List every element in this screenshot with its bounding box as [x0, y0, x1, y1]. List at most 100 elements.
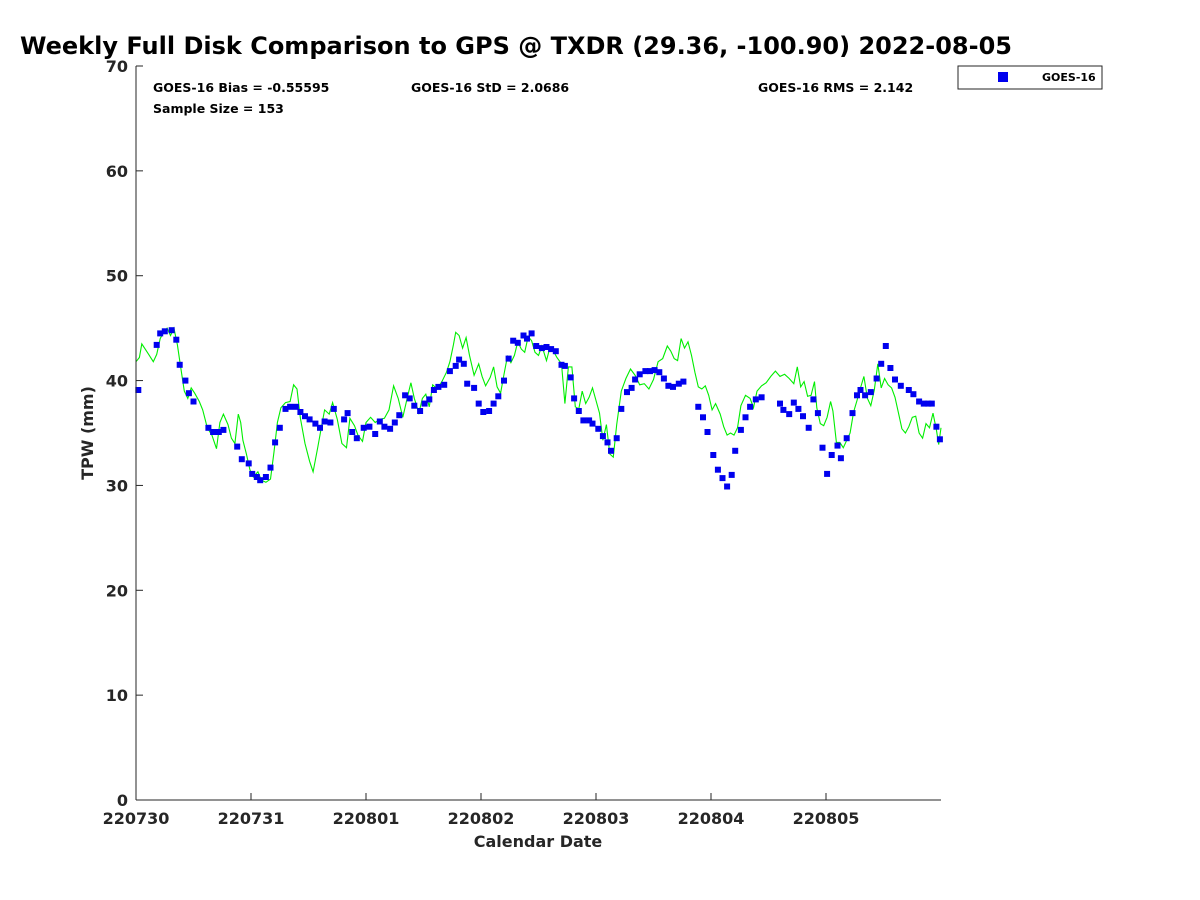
chart-title: Weekly Full Disk Comparison to GPS @ TXD…	[20, 32, 1012, 60]
data-point-goes-16	[916, 398, 923, 405]
plot-background	[136, 66, 941, 800]
data-point-goes-16	[514, 339, 521, 346]
data-point-goes-16	[435, 383, 442, 390]
x-ticks: 220730 220731 220801 220802 220803 220804 2208…	[103, 793, 860, 828]
data-point-goes-16	[406, 395, 413, 402]
data-point-goes-16	[599, 433, 606, 440]
data-point-goes-16	[312, 420, 319, 427]
data-point-goes-16	[849, 410, 856, 417]
data-point-goes-16	[533, 343, 540, 349]
data-point-goes-16	[480, 409, 487, 415]
y-tick-label: 30	[106, 476, 128, 495]
data-point-goes-16	[321, 418, 328, 425]
data-point-goes-16	[486, 408, 493, 414]
data-point-goes-16	[490, 400, 497, 407]
data-point-goes-16	[501, 377, 507, 384]
data-point-goes-16	[714, 466, 721, 473]
x-tick-label: 220805	[793, 809, 860, 828]
data-point-goes-16	[452, 362, 459, 369]
data-point-goes-16	[608, 447, 614, 454]
data-point-goes-16	[421, 400, 428, 407]
data-point-goes-16	[456, 356, 463, 363]
data-point-goes-16	[728, 471, 735, 478]
data-point-goes-16	[660, 375, 667, 382]
data-point-goes-16	[656, 369, 663, 376]
data-point-goes-16	[391, 419, 398, 426]
data-point-goes-16	[327, 419, 334, 426]
data-point-goes-16	[567, 374, 574, 381]
data-point-goes-16	[464, 380, 471, 387]
data-point-goes-16	[604, 439, 611, 446]
data-point-goes-16	[205, 424, 212, 431]
sample-size-stat: Sample Size = 153	[153, 101, 284, 116]
data-point-goes-16	[417, 408, 424, 414]
data-point-goes-16	[372, 431, 379, 437]
data-point-goes-16	[814, 410, 821, 417]
data-point-goes-16	[624, 389, 630, 396]
data-point-goes-16	[272, 439, 279, 446]
data-point-goes-16	[805, 424, 812, 431]
data-point-goes-16	[234, 443, 241, 450]
x-tick-label: 220730	[103, 809, 170, 828]
data-point-goes-16	[153, 341, 160, 348]
data-point-goes-16	[173, 336, 180, 343]
x-axis-label: Calendar Date	[474, 832, 603, 851]
data-point-goes-16	[580, 417, 587, 424]
y-tick-label: 20	[106, 581, 128, 600]
data-point-goes-16	[387, 425, 394, 432]
data-point-goes-16	[665, 382, 672, 389]
data-point-goes-16	[810, 396, 817, 403]
data-point-goes-16	[780, 406, 787, 413]
data-point-goes-16	[857, 387, 864, 393]
data-point-goes-16	[571, 395, 578, 402]
data-point-goes-16	[905, 387, 912, 393]
data-point-goes-16	[704, 429, 711, 435]
data-point-goes-16	[524, 335, 530, 342]
bias-stat: GOES-16 Bias = -0.55595	[153, 80, 329, 95]
data-point-goes-16	[680, 378, 687, 385]
x-tick-label: 220804	[678, 809, 745, 828]
data-point-goes-16	[376, 418, 383, 425]
data-point-goes-16	[595, 425, 602, 432]
data-point-goes-16	[897, 382, 904, 389]
data-point-goes-16	[366, 423, 373, 430]
y-ticks: 0 10 20 30 40 50 60 70	[106, 57, 143, 810]
data-point-goes-16	[360, 424, 367, 431]
data-point-goes-16	[854, 392, 860, 399]
data-point-goes-16	[282, 405, 289, 412]
data-point-goes-16	[344, 410, 351, 417]
data-point-goes-16	[747, 403, 754, 410]
std-stat: GOES-16 StD = 2.0686	[411, 80, 569, 95]
x-tick-label: 220803	[563, 809, 630, 828]
data-point-goes-16	[742, 414, 749, 421]
data-point-goes-16	[561, 362, 568, 369]
legend-marker-goes16	[998, 72, 1008, 82]
y-tick-label: 40	[106, 372, 128, 391]
data-point-goes-16	[210, 429, 217, 435]
data-point-goes-16	[873, 375, 880, 382]
data-point-goes-16	[558, 361, 565, 368]
data-point-goes-16	[552, 348, 559, 355]
data-point-goes-16	[426, 396, 433, 403]
plot-area	[136, 66, 941, 800]
data-point-goes-16	[724, 483, 731, 490]
data-point-goes-16	[446, 368, 453, 375]
data-point-goes-16	[800, 413, 806, 420]
x-tick-label: 220802	[448, 809, 515, 828]
data-point-goes-16	[262, 474, 269, 480]
data-point-goes-16	[752, 396, 759, 403]
data-point-goes-16	[586, 417, 593, 424]
rms-stat: GOES-16 RMS = 2.142	[758, 80, 913, 95]
data-point-goes-16	[670, 383, 676, 390]
data-point-goes-16	[185, 390, 192, 397]
legend: GOES-16	[957, 65, 1103, 90]
data-point-goes-16	[220, 426, 227, 433]
data-point-goes-16	[402, 392, 409, 399]
data-point-goes-16	[828, 452, 835, 458]
data-point-goes-16	[543, 344, 550, 350]
data-point-goes-16	[758, 394, 765, 401]
data-point-goes-16	[349, 429, 356, 435]
series-points-goes-16	[135, 327, 943, 490]
data-point-goes-16	[287, 403, 294, 410]
